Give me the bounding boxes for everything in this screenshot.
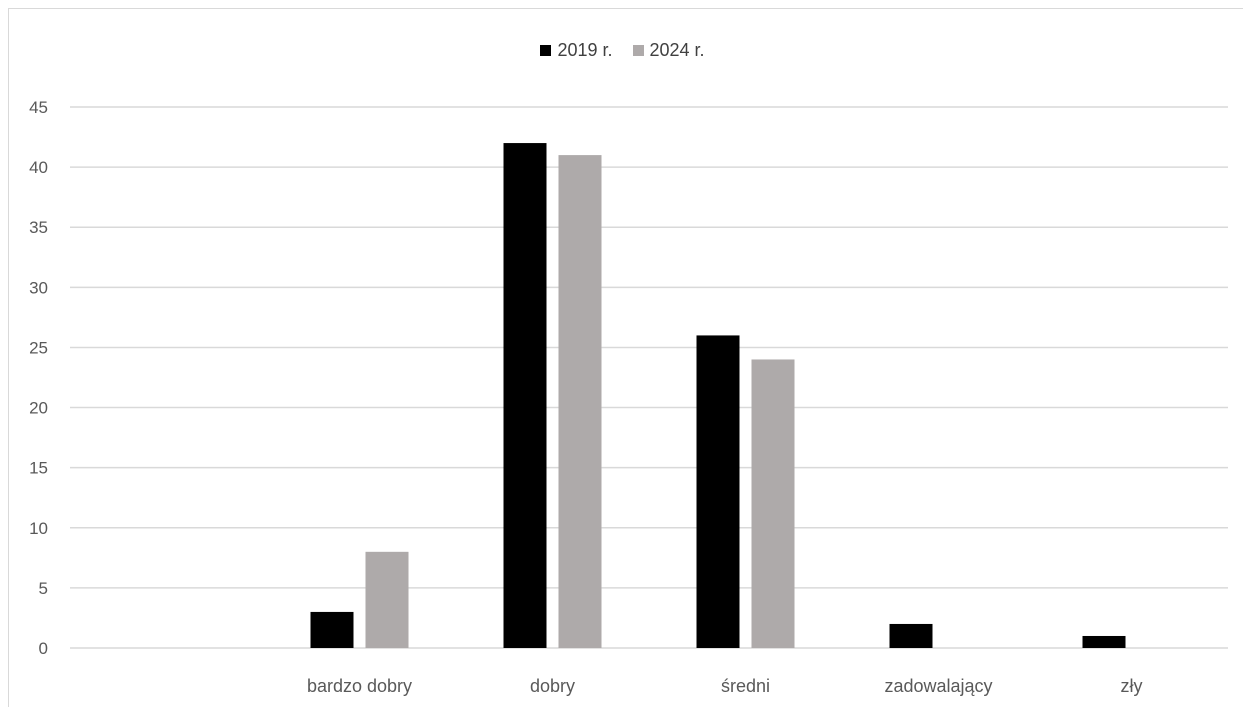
legend: 2019 r. 2024 r. [0,40,1245,61]
y-tick-label: 5 [39,579,48,598]
legend-item-2019: 2019 r. [540,40,613,61]
y-tick-label: 40 [29,158,48,177]
bar [1082,635,1126,648]
y-tick-label: 35 [29,218,48,237]
legend-swatch-2024 [632,45,644,56]
y-tick-label: 30 [29,278,48,297]
bar [365,551,409,648]
y-tick-label: 45 [29,98,48,117]
x-tick-label: bardzo dobry [307,676,412,696]
legend-label-2019: 2019 r. [557,40,613,60]
x-tick-label: zły [1121,676,1143,696]
y-tick-label: 20 [29,399,48,418]
bar [558,155,602,649]
bar [889,623,933,648]
y-tick-label: 15 [29,459,48,478]
y-tick-label: 10 [29,519,48,538]
legend-swatch-2019 [540,45,552,56]
x-tick-label: średni [721,676,770,696]
x-tick-label: zadowalający [884,676,992,696]
bar [503,143,547,649]
legend-label-2024: 2024 r. [649,40,705,60]
y-tick-label: 0 [39,639,48,658]
bar [310,611,354,648]
legend-item-2024: 2024 r. [632,40,705,61]
x-tick-label: dobry [530,676,575,696]
bar [696,335,740,648]
bar [751,359,795,648]
y-tick-label: 25 [29,338,48,357]
chart-frame [8,8,1243,707]
